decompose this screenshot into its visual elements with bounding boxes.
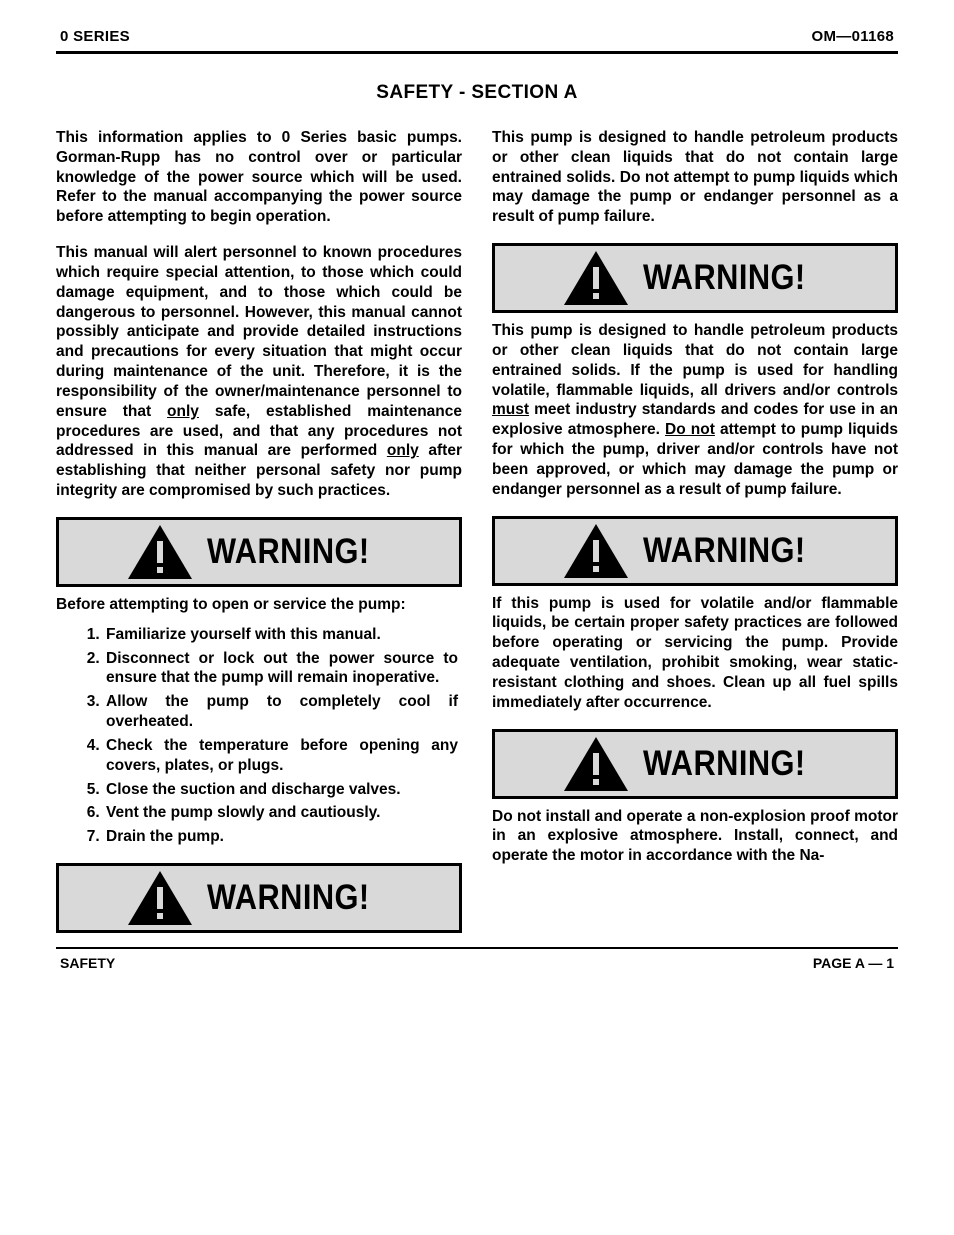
header-right: OM—01168: [812, 28, 894, 45]
warning-label: WARNING!: [207, 532, 370, 572]
footer-rule: [56, 947, 898, 949]
warning-box-3: WARNING!: [492, 243, 898, 313]
intro-p2-a: This manual will alert personnel to know…: [56, 244, 462, 420]
list-item: Check the temperature before opening any…: [104, 736, 458, 776]
warning-label: WARNING!: [643, 258, 806, 298]
list-item: Disconnect or lock out the power source …: [104, 649, 458, 689]
intro-p2-only2: only: [387, 442, 419, 459]
header-left: 0 SERIES: [60, 28, 130, 45]
intro-para-2: This manual will alert personnel to know…: [56, 243, 462, 501]
warning-label: WARNING!: [207, 878, 370, 918]
page-header: 0 SERIES OM—01168: [56, 28, 898, 51]
warning-text-3: If this pump is used for volatile and/or…: [492, 594, 898, 713]
w2-must: must: [492, 401, 529, 418]
page-footer: SAFETY PAGE A — 1: [56, 955, 898, 971]
warning-triangle-icon: [563, 736, 629, 792]
footer-right: PAGE A — 1: [813, 955, 894, 971]
warning-text-4: Do not install and operate a non-explosi…: [492, 807, 898, 866]
w2-donot: Do not: [665, 421, 715, 438]
warning-triangle-icon: [127, 870, 193, 926]
list-item: Allow the pump to completely cool if ove…: [104, 692, 458, 732]
warning-triangle-icon: [127, 524, 193, 580]
warning-box-5: WARNING!: [492, 729, 898, 799]
warning-box-4: WARNING!: [492, 516, 898, 586]
section-title: SAFETY - SECTION A: [56, 82, 898, 104]
warning-label: WARNING!: [643, 531, 806, 571]
warning-triangle-icon: [563, 250, 629, 306]
footer-left: SAFETY: [60, 955, 115, 971]
service-steps-list: Familiarize yourself with this manual. D…: [104, 625, 458, 847]
list-item: Drain the pump.: [104, 827, 458, 847]
warning-text-2: This pump is designed to handle petroleu…: [492, 321, 898, 499]
list-item: Vent the pump slowly and cautiously.: [104, 803, 458, 823]
warning-triangle-icon: [563, 523, 629, 579]
list-item: Close the suction and discharge valves.: [104, 780, 458, 800]
before-service-lead: Before attempting to open or service the…: [56, 595, 462, 615]
w2-a: This pump is designed to handle petroleu…: [492, 322, 898, 398]
intro-p2-only1: only: [167, 403, 199, 420]
warning-text-1: This pump is designed to handle petroleu…: [492, 128, 898, 227]
header-rule: [56, 51, 898, 54]
body-columns: This information applies to 0 Series bas…: [56, 128, 898, 933]
warning-label: WARNING!: [643, 744, 806, 784]
intro-para-1: This information applies to 0 Series bas…: [56, 128, 462, 227]
warning-box-2: WARNING!: [56, 863, 462, 933]
warning-box-1: WARNING!: [56, 517, 462, 587]
list-item: Familiarize yourself with this manual.: [104, 625, 458, 645]
